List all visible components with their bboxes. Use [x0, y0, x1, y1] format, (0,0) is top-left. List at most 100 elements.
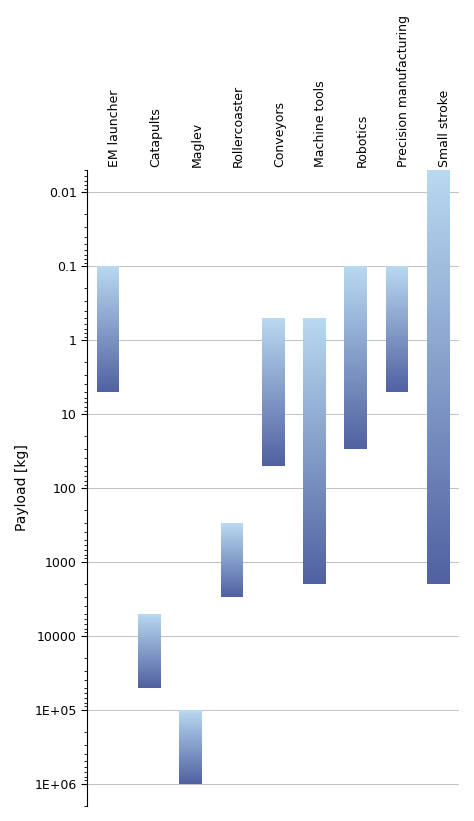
Bar	[303, 338, 326, 339]
Bar	[427, 259, 450, 261]
Bar	[303, 382, 326, 383]
Bar	[303, 453, 326, 455]
Bar	[303, 378, 326, 379]
Bar	[427, 233, 450, 235]
Bar	[427, 561, 450, 562]
Bar	[303, 387, 326, 388]
Bar	[303, 374, 326, 375]
Bar	[427, 286, 450, 287]
Bar	[427, 482, 450, 484]
Bar	[427, 450, 450, 452]
Bar	[303, 503, 326, 504]
Bar	[303, 505, 326, 506]
Bar	[427, 558, 450, 559]
Bar	[427, 420, 450, 421]
Bar	[303, 414, 326, 415]
Bar	[303, 537, 326, 538]
Bar	[427, 566, 450, 567]
Bar	[427, 581, 450, 583]
Bar	[427, 460, 450, 461]
Bar	[303, 427, 326, 428]
Bar	[303, 398, 326, 399]
Bar	[427, 452, 450, 453]
Bar	[427, 176, 450, 177]
Bar	[303, 444, 326, 445]
Bar	[427, 456, 450, 457]
Bar	[303, 456, 326, 457]
Bar	[427, 200, 450, 201]
Bar	[427, 384, 450, 385]
Bar	[427, 516, 450, 518]
Bar	[303, 570, 326, 571]
Bar	[427, 555, 450, 557]
Bar	[303, 557, 326, 558]
Bar	[303, 423, 326, 424]
Bar	[303, 450, 326, 451]
Bar	[427, 533, 450, 534]
Bar	[303, 413, 326, 414]
Bar	[427, 334, 450, 336]
Bar	[427, 235, 450, 236]
Bar	[303, 428, 326, 429]
Bar	[427, 275, 450, 276]
Bar	[427, 250, 450, 251]
Bar	[427, 385, 450, 387]
Bar	[303, 559, 326, 560]
Bar	[427, 263, 450, 264]
Bar	[427, 468, 450, 470]
Bar	[303, 482, 326, 483]
Bar	[303, 511, 326, 512]
Bar	[427, 374, 450, 375]
Bar	[303, 498, 326, 499]
Bar	[427, 247, 450, 249]
Bar	[427, 543, 450, 544]
Bar	[303, 507, 326, 509]
Bar	[303, 500, 326, 501]
Bar	[303, 458, 326, 459]
Bar	[427, 441, 450, 442]
Bar	[303, 386, 326, 387]
Bar	[303, 545, 326, 546]
Bar	[427, 352, 450, 354]
Bar	[303, 335, 326, 336]
Bar	[303, 383, 326, 384]
Bar	[427, 510, 450, 511]
Bar	[427, 557, 450, 558]
Bar	[427, 518, 450, 519]
Bar	[427, 377, 450, 378]
Bar	[303, 399, 326, 401]
Bar	[427, 494, 450, 496]
Bar	[303, 459, 326, 460]
Bar	[427, 399, 450, 401]
Bar	[303, 560, 326, 561]
Bar	[303, 466, 326, 467]
Bar	[303, 525, 326, 526]
Bar	[427, 254, 450, 255]
Bar	[427, 342, 450, 344]
Bar	[303, 389, 326, 390]
Bar	[427, 391, 450, 392]
Bar	[427, 479, 450, 480]
Bar	[303, 572, 326, 573]
Bar	[303, 351, 326, 352]
Bar	[303, 513, 326, 514]
Bar	[427, 328, 450, 330]
Bar	[303, 410, 326, 411]
Bar	[427, 429, 450, 431]
Bar	[303, 506, 326, 507]
Bar	[303, 331, 326, 332]
Bar	[303, 514, 326, 515]
Bar	[303, 532, 326, 533]
Bar	[427, 301, 450, 302]
Bar	[303, 515, 326, 516]
Bar	[303, 346, 326, 347]
Bar	[303, 408, 326, 409]
Bar	[427, 185, 450, 186]
Bar	[427, 231, 450, 232]
Bar	[303, 349, 326, 350]
Bar	[303, 451, 326, 452]
Bar	[427, 431, 450, 432]
Bar	[427, 576, 450, 577]
Bar	[303, 396, 326, 397]
Bar	[303, 433, 326, 434]
